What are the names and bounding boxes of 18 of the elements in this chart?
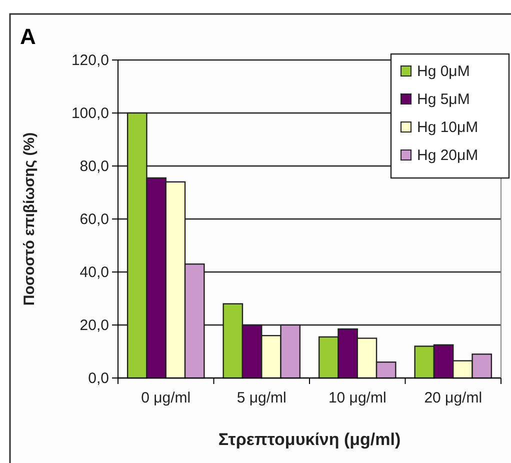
x-tick-label: 10 μg/ml (328, 390, 386, 407)
y-tick-label: 60,0 (80, 210, 109, 228)
legend-label: Hg 10μM (417, 119, 478, 136)
legend-label: Hg 0μM (417, 63, 470, 80)
x-axis-title: Στρεπτομυκίνη (μg/ml) (218, 430, 401, 449)
y-tick-label: 40,0 (80, 264, 109, 281)
x-tick-label: 20 μg/ml (424, 390, 482, 407)
legend-label: Hg 5μM (417, 91, 470, 108)
x-tick-label: 5 μg/ml (236, 390, 286, 407)
y-tick-label: 0,0 (88, 370, 109, 387)
y-tick-label: 20,0 (80, 316, 109, 334)
legend-label: Hg 20μM (417, 147, 478, 164)
y-tick-label: 100,0 (71, 104, 109, 122)
y-tick-label: 80,0 (80, 158, 109, 175)
chart-title: A (20, 24, 36, 49)
y-axis-title: Ποσοστό επιβίωσης (%) (21, 132, 38, 306)
x-tick-label: 0 μg/ml (141, 390, 191, 407)
y-tick-label: 120,0 (71, 52, 109, 69)
